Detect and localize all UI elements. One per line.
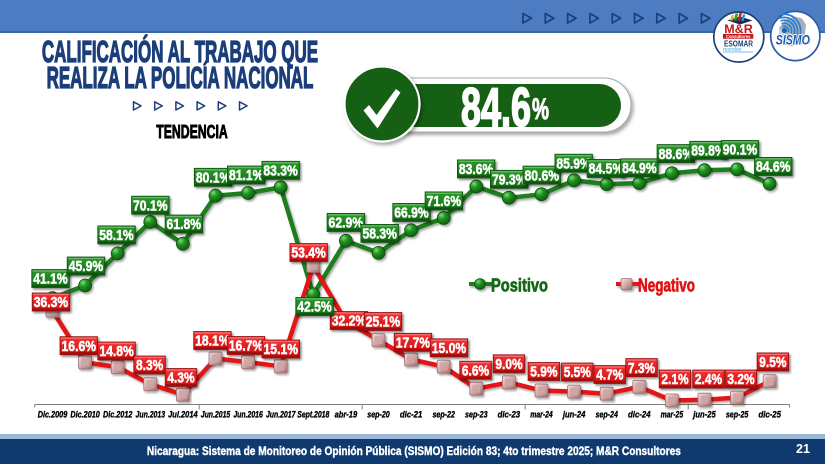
svg-text:7.3%: 7.3%	[628, 361, 655, 377]
svg-text:Positivo: Positivo	[491, 274, 548, 295]
svg-text:jun-25: jun-25	[692, 409, 716, 419]
svg-text:SISMO: SISMO	[776, 31, 810, 47]
svg-text:32.2%: 32.2%	[332, 314, 367, 330]
svg-text:45.9%: 45.9%	[69, 259, 104, 275]
svg-text:80.6%: 80.6%	[525, 168, 560, 184]
svg-text:Sept.2018: Sept.2018	[297, 409, 329, 419]
svg-text:83.6%: 83.6%	[459, 162, 494, 178]
svg-text:M&R: M&R	[724, 24, 753, 36]
svg-text:84.9%: 84.9%	[622, 161, 657, 177]
svg-text:5.9%: 5.9%	[530, 365, 557, 381]
svg-text:42.5%: 42.5%	[297, 300, 332, 316]
svg-text:2.1%: 2.1%	[661, 372, 688, 388]
svg-text:70.1%: 70.1%	[133, 198, 168, 214]
svg-text:89.8%: 89.8%	[691, 144, 726, 160]
svg-text:Jul.2014: Jul.2014	[168, 409, 198, 419]
svg-text:dic-23: dic-23	[498, 409, 521, 419]
svg-text:9.5%: 9.5%	[759, 355, 786, 371]
svg-text:Consultores: Consultores	[726, 34, 751, 39]
svg-text:16.6%: 16.6%	[62, 339, 97, 355]
svg-text:15.0%: 15.0%	[432, 341, 467, 357]
svg-text:5.5%: 5.5%	[564, 365, 591, 381]
svg-text:81.1%: 81.1%	[229, 168, 264, 184]
svg-text:41.1%: 41.1%	[33, 272, 68, 288]
svg-text:84.5%: 84.5%	[589, 162, 624, 178]
svg-text:17.7%: 17.7%	[396, 336, 431, 352]
svg-text:85.9%: 85.9%	[556, 156, 591, 172]
svg-text:sep-20: sep-20	[367, 409, 390, 419]
svg-text:62.9%: 62.9%	[329, 216, 364, 232]
svg-text:jun-24: jun-24	[562, 409, 585, 419]
svg-text:8.3%: 8.3%	[136, 358, 163, 374]
svg-text:36.3%: 36.3%	[34, 295, 69, 311]
svg-text:mar-25: mar-25	[661, 409, 684, 419]
svg-text:mar-24: mar-24	[530, 409, 553, 419]
svg-text:dic-25: dic-25	[758, 409, 781, 419]
svg-text:Negativo: Negativo	[638, 274, 695, 295]
svg-text:53.4%: 53.4%	[291, 246, 326, 262]
svg-text:Jun.2013: Jun.2013	[136, 409, 166, 419]
svg-text:6.6%: 6.6%	[462, 363, 489, 379]
svg-text:4.7%: 4.7%	[596, 368, 623, 384]
svg-text:79.3%: 79.3%	[492, 173, 527, 189]
svg-text:25.1%: 25.1%	[366, 315, 401, 331]
svg-text:sep-24: sep-24	[595, 409, 618, 419]
svg-text:83.3%: 83.3%	[263, 164, 298, 180]
svg-text:9.0%: 9.0%	[495, 357, 522, 373]
svg-text:18.1%: 18.1%	[195, 334, 230, 350]
svg-text:66.9%: 66.9%	[394, 206, 429, 222]
svg-text:2.4%: 2.4%	[695, 372, 722, 388]
svg-text:58.3%: 58.3%	[362, 227, 397, 243]
svg-text:%: %	[532, 93, 549, 126]
svg-text:Dic.2009: Dic.2009	[38, 409, 68, 419]
svg-text:88.6%: 88.6%	[659, 147, 694, 163]
svg-text:sep-23: sep-23	[465, 409, 488, 419]
svg-text:dic-21: dic-21	[400, 409, 423, 419]
svg-text:15.1%: 15.1%	[264, 342, 299, 358]
svg-text:71.6%: 71.6%	[427, 194, 462, 210]
svg-text:Jun.2017: Jun.2017	[266, 409, 296, 419]
svg-text:Jun.2016: Jun.2016	[233, 409, 263, 419]
svg-text:16.7%: 16.7%	[229, 339, 264, 355]
svg-text:Dic.2012: Dic.2012	[103, 409, 133, 419]
svg-text:80.1%: 80.1%	[196, 171, 231, 187]
svg-text:84.6%: 84.6%	[756, 160, 791, 176]
svg-text:member: member	[723, 47, 742, 53]
svg-text:90.1%: 90.1%	[723, 143, 758, 159]
svg-text:abr-19: abr-19	[335, 409, 358, 419]
svg-text:SISMO: SISMO	[777, 32, 811, 48]
svg-text:sep-25: sep-25	[726, 409, 749, 419]
svg-text:SISMO: SISMO	[776, 31, 810, 47]
svg-text:ESOMAR: ESOMAR	[724, 39, 754, 49]
svg-text:dic-24: dic-24	[628, 409, 651, 419]
svg-text:sep-22: sep-22	[432, 409, 455, 419]
svg-text:Jun.2015: Jun.2015	[201, 409, 231, 419]
svg-text:4.3%: 4.3%	[167, 371, 194, 387]
svg-text:58.1%: 58.1%	[99, 228, 134, 244]
svg-text:14.8%: 14.8%	[99, 344, 134, 360]
svg-text:61.8%: 61.8%	[167, 217, 202, 233]
svg-text:84.6: 84.6	[461, 76, 531, 138]
svg-text:Dic.2010: Dic.2010	[70, 409, 100, 419]
svg-text:3.2%: 3.2%	[727, 372, 754, 388]
